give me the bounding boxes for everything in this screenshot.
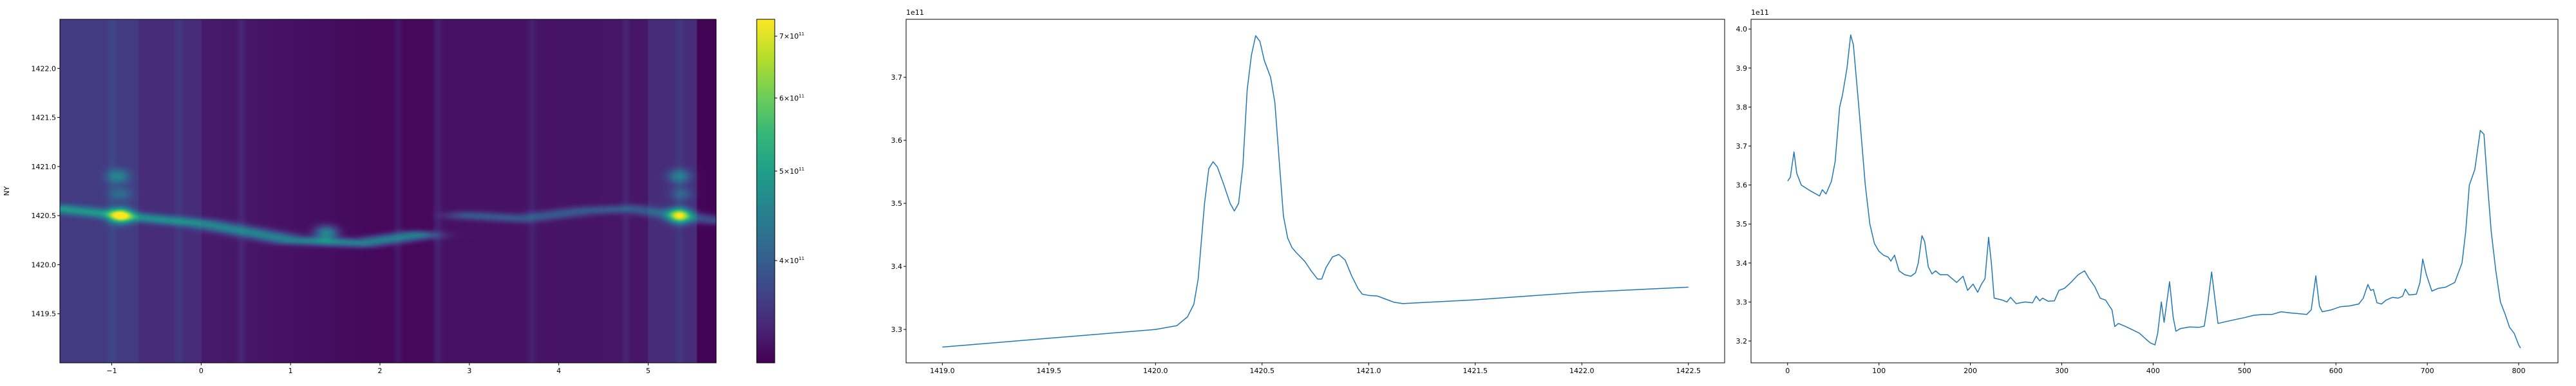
- y-tick-label: 4.0: [1736, 25, 1748, 33]
- x-tick-label: 1422.0: [1569, 367, 1595, 375]
- heatmap-frame: [59, 19, 717, 363]
- colorbar-tick-label: 4×1011: [779, 256, 804, 265]
- series-line: [1787, 34, 2521, 349]
- x-tick-label: 500: [2238, 367, 2251, 375]
- heatmap-ylabel: NY: [3, 186, 11, 196]
- y-tick-label: 3.3: [891, 326, 903, 334]
- y-tick-label: 3.3: [1736, 298, 1748, 306]
- colorbar-tick-label: 6×1011: [779, 93, 804, 102]
- y-tick-label: 3.5: [1736, 220, 1748, 228]
- line-panel-index: 1e11 0 100 200 300 400 500 600 700 800 3.2 3.3 3.4 3…: [1736, 8, 2559, 375]
- y-tick-label: 1421.5: [32, 114, 57, 122]
- y-tick-label: 3.2: [1736, 337, 1748, 345]
- x-tick-label: 600: [2329, 367, 2343, 375]
- offset-label: 1e11: [906, 8, 924, 17]
- colorbar-frame: [756, 19, 775, 363]
- y-tick-label: 3.8: [1736, 103, 1748, 111]
- x-tick-label: 1420.0: [1143, 367, 1168, 375]
- series-line: [942, 35, 1689, 348]
- x-tick-label: 1419.0: [930, 367, 955, 375]
- y-tick-label: 3.5: [891, 199, 903, 208]
- axes-frame: [1750, 19, 2559, 363]
- x-tick-label: 700: [2421, 367, 2434, 375]
- x-tick-label: 2: [378, 367, 383, 375]
- line-panel-frequency: 1e11 1419.0 1419.5 1420.0 1420.5 1421.0 1421.…: [891, 8, 1725, 375]
- y-tick-label: 3.6: [891, 136, 903, 145]
- x-tick-label: 3: [467, 367, 471, 375]
- x-tick-label: 1421.0: [1356, 367, 1381, 375]
- colorbar-tick-label: 7×1011: [779, 32, 804, 41]
- y-tick-label: 3.6: [1736, 181, 1748, 190]
- colorbar-gradient: [757, 19, 775, 363]
- y-tick-label: 3.4: [1736, 259, 1748, 268]
- y-tick-label: 3.9: [1736, 64, 1748, 73]
- y-tick-label: 1420.5: [32, 212, 57, 220]
- colorbar-tick-label: 5×1011: [779, 167, 804, 176]
- y-tick-label: 3.7: [1736, 142, 1748, 151]
- x-tick-label: 1420.5: [1250, 367, 1275, 375]
- x-tick-label: 5: [646, 367, 650, 375]
- x-tick-label: 0: [1785, 367, 1790, 375]
- x-tick-label: 1422.5: [1676, 367, 1701, 375]
- y-tick-label: 1420.0: [32, 261, 57, 269]
- heatmap-image: [60, 19, 716, 363]
- y-tick-label: 3.7: [891, 73, 903, 82]
- x-tick-label: 4: [556, 367, 561, 375]
- x-tick-label: 300: [2055, 367, 2069, 375]
- x-tick-label: 100: [1872, 367, 1886, 375]
- x-tick-label: 0: [199, 367, 204, 375]
- x-tick-label: −1: [106, 367, 117, 375]
- y-tick-label: 3.4: [891, 262, 903, 271]
- x-tick-label: 400: [2146, 367, 2160, 375]
- x-tick-label: 800: [2512, 367, 2525, 375]
- y-tick-label: 1421.0: [32, 163, 57, 171]
- y-tick-label: 1419.5: [32, 310, 57, 318]
- y-tick-label: 1422.0: [32, 64, 57, 73]
- axes-frame: [905, 19, 1725, 363]
- x-tick-label: 1421.5: [1463, 367, 1488, 375]
- heatmap-panel: NY −1 0 1 2 3 4 5 1419.5 1420.0 1420.5 1421.0 1421.…: [3, 19, 804, 375]
- x-tick-label: 1419.5: [1037, 367, 1062, 375]
- offset-label: 1e11: [1751, 8, 1769, 17]
- x-tick-label: 1: [289, 367, 293, 375]
- x-tick-label: 200: [1964, 367, 1977, 375]
